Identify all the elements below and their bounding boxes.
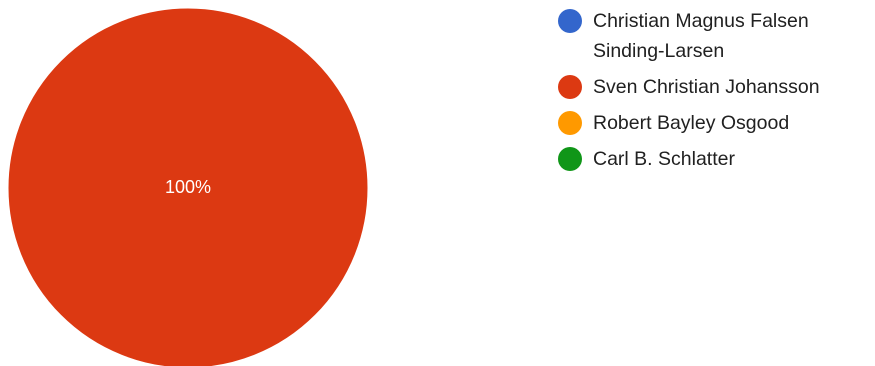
legend-item-robert-bayley-osgood[interactable]: Robert Bayley Osgood <box>558 108 873 138</box>
legend-swatch <box>558 9 582 33</box>
legend: Christian Magnus Falsen Sinding-Larsen Sv… <box>558 6 873 180</box>
slice-data-label: 100% <box>165 177 211 197</box>
legend-label: Sven Christian Johansson <box>593 76 820 98</box>
legend-item-carl-b-schlatter[interactable]: Carl B. Schlatter <box>558 144 873 174</box>
legend-item-christian-magnus-falsen-sinding-larsen[interactable]: Christian Magnus Falsen Sinding-Larsen <box>558 6 873 66</box>
legend-swatch <box>558 147 582 171</box>
legend-label: Robert Bayley Osgood <box>593 112 790 134</box>
pie-slice-sven-christian-johansson <box>7 7 369 366</box>
legend-label: Christian Magnus Falsen Sinding-Larsen <box>593 10 809 62</box>
legend-swatch <box>558 75 582 99</box>
legend-swatch <box>558 111 582 135</box>
legend-item-sven-christian-johansson[interactable]: Sven Christian Johansson <box>558 72 873 102</box>
legend-label: Carl B. Schlatter <box>593 148 735 170</box>
pie-plot: 100% <box>7 7 369 366</box>
